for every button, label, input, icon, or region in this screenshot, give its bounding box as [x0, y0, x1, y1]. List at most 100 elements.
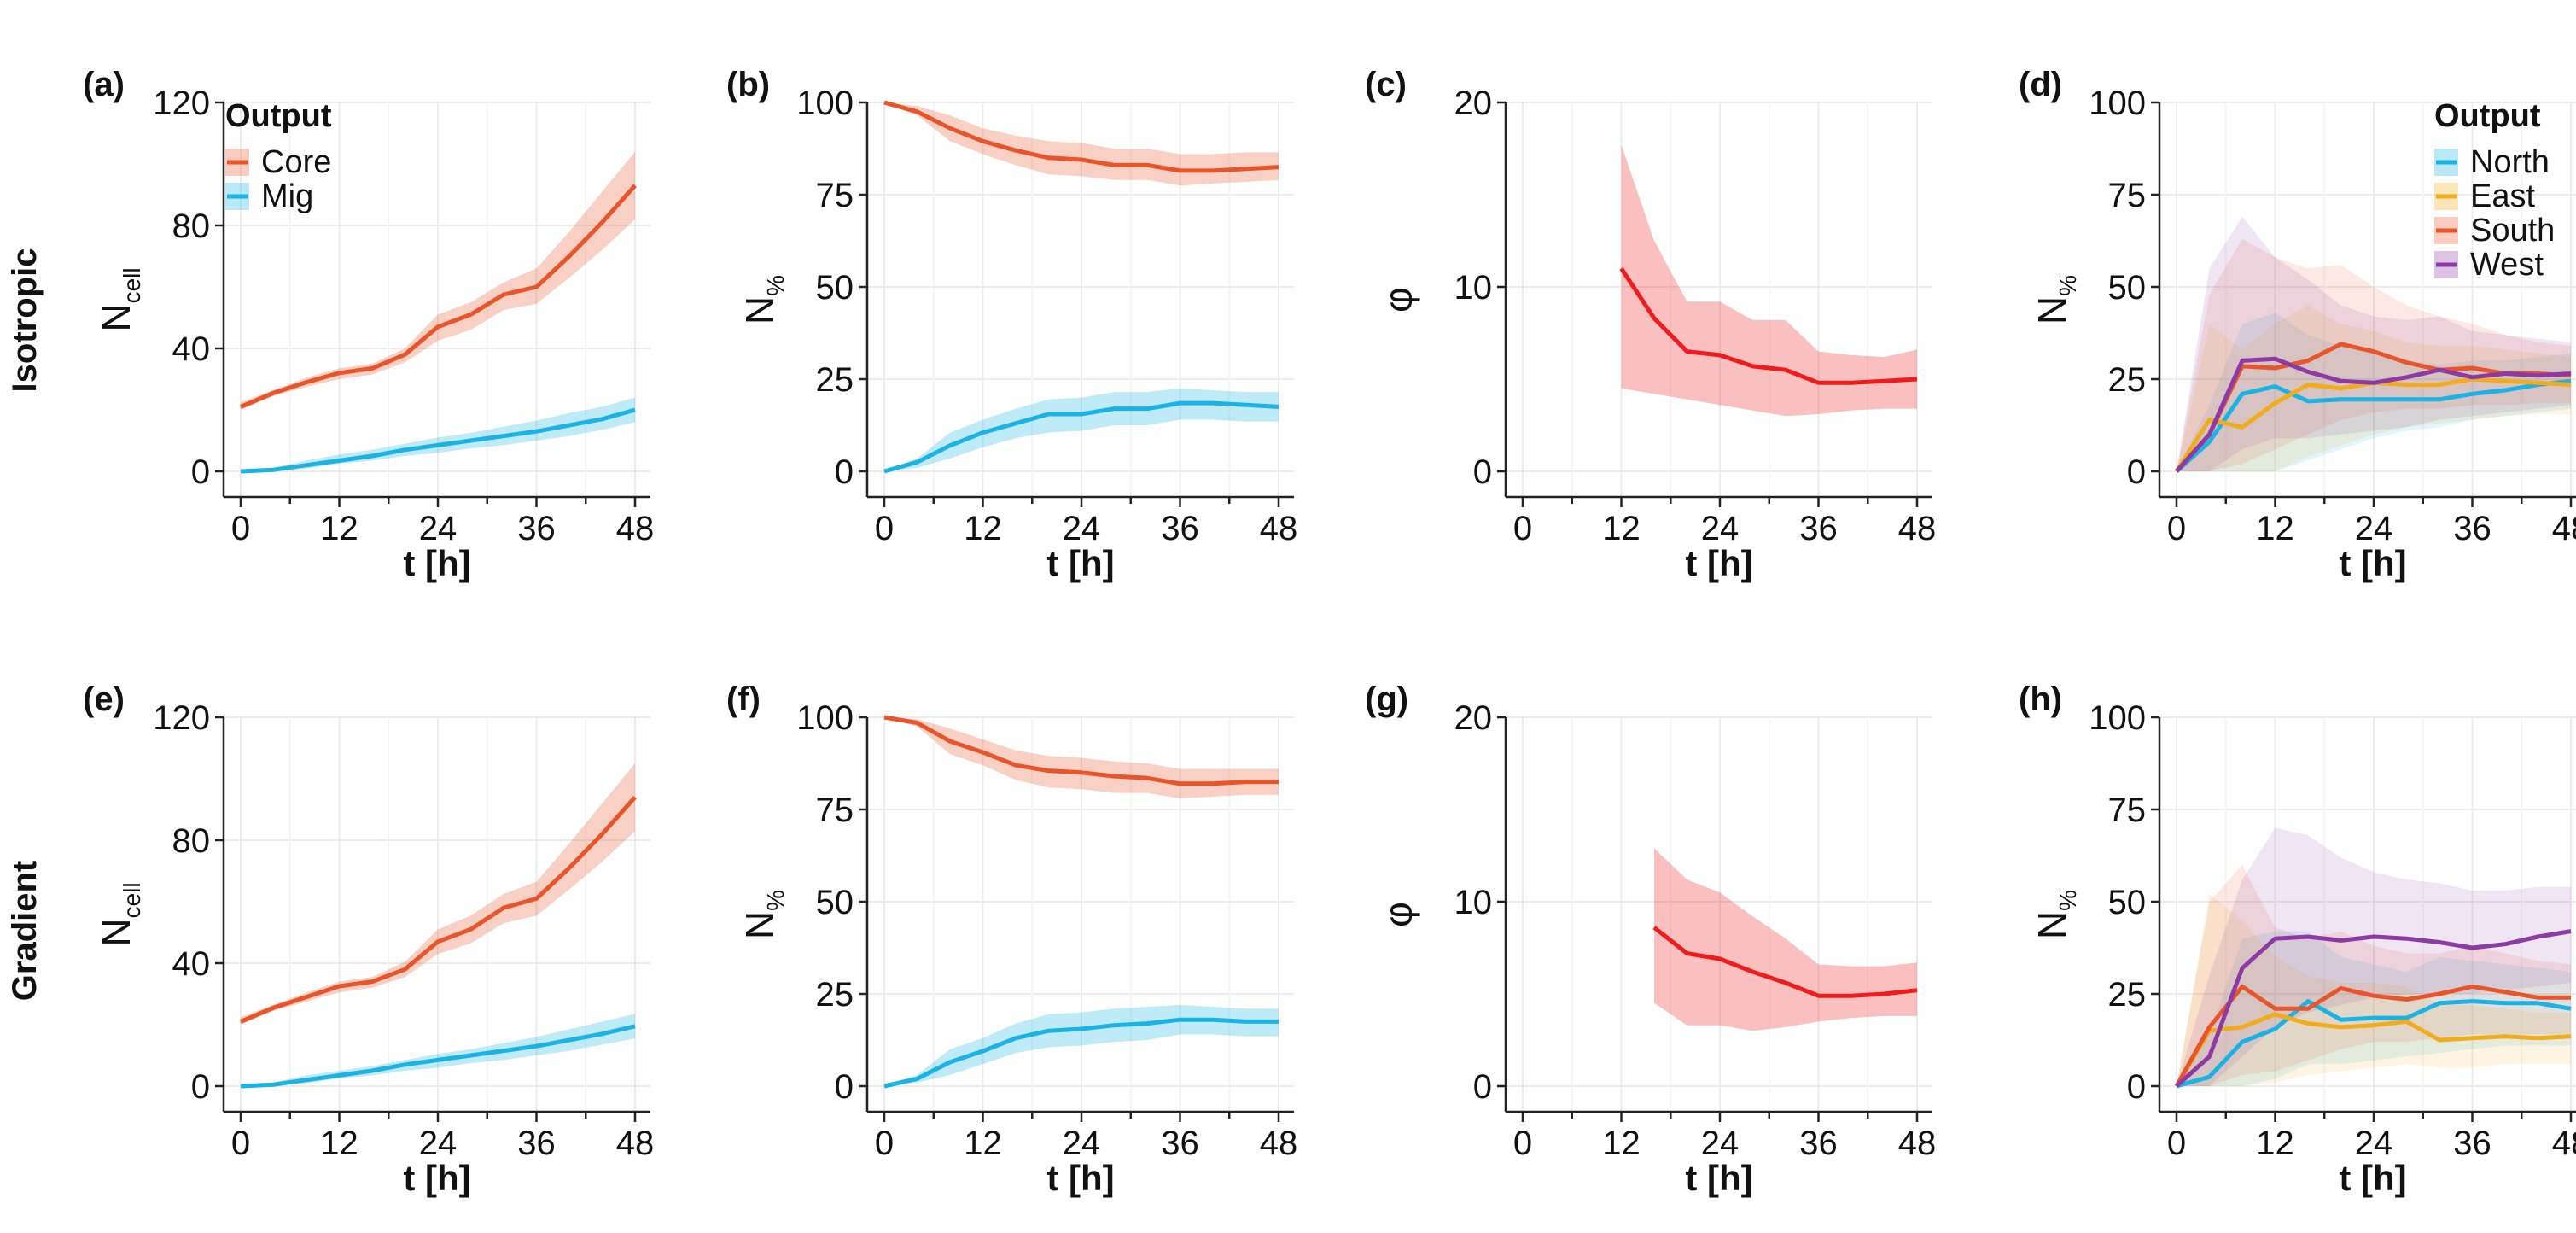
x-tick-label: 48	[1260, 1125, 1298, 1162]
row-label-gradient: Gradient	[6, 861, 44, 1001]
panel-label: (h)	[2019, 681, 2062, 718]
x-tick-label: 48	[616, 510, 655, 547]
chart-panel-e: (e) 0 40 80 120 0 12 24 36 48 t [h] Ncell	[83, 681, 654, 1198]
y-tick-label: 25	[2108, 361, 2147, 399]
series-line-west	[2175, 356, 2572, 473]
y-tick-label: 0	[2127, 1068, 2146, 1106]
ribbon-north	[2177, 313, 2571, 471]
panel-label: (a)	[83, 66, 125, 103]
x-tick-label: 24	[1701, 510, 1740, 547]
y-axis-title: Ncell	[94, 882, 145, 946]
y-tick-label: 80	[172, 207, 211, 245]
panel-label: (f)	[726, 681, 761, 718]
series-line-mig	[240, 1024, 636, 1089]
series-line-core	[240, 795, 637, 1024]
y-tick-label: 0	[1473, 1068, 1492, 1106]
x-tick-label: 36	[517, 510, 556, 547]
y-tick-label: 75	[2108, 792, 2147, 829]
panel-label: (g)	[1365, 681, 1408, 718]
chart-panel-b: (b) 0 25 50 75 100 0 12 24 36 48 t [h] N%	[726, 66, 1297, 583]
x-tick-label: 36	[2453, 510, 2491, 547]
y-axis-title-subscript: cell	[119, 882, 145, 918]
series-line-south	[2174, 984, 2571, 1088]
panel-label: (d)	[2019, 66, 2062, 103]
ribbon-core	[241, 763, 635, 1025]
ribbon-east	[2177, 305, 2571, 471]
ribbon-west	[2177, 216, 2571, 471]
x-tick-label: 48	[1898, 1125, 1937, 1162]
y-axis-title-subscript: %	[2054, 890, 2081, 911]
y-tick-label: 80	[172, 822, 211, 860]
series-line-core	[883, 100, 1279, 173]
x-tick-label: 12	[320, 510, 358, 547]
series-line-core	[883, 715, 1279, 786]
legend-title: Output	[225, 98, 332, 134]
x-tick-label: 36	[1799, 1125, 1838, 1162]
x-tick-label: 48	[2552, 1125, 2576, 1162]
x-tick-label: 0	[2167, 1125, 2186, 1162]
x-tick-label: 36	[1799, 510, 1838, 547]
chart-panel-d: (d) 0 25 50 75 100 0 12 24 36 48 t [h] N% Output North…	[2019, 66, 2576, 583]
y-tick-label: 10	[1454, 269, 1493, 307]
series-line-north	[2175, 378, 2572, 473]
y-tick-label: 25	[816, 976, 854, 1014]
y-tick-label: 40	[172, 330, 211, 368]
legend-entry-south: South	[2470, 213, 2555, 248]
x-tick-label: 24	[1063, 1125, 1101, 1162]
chart-panel-a: (a) 0 40 80 120 0 12 24 36 48 t [h] Ncell Output Core…	[83, 66, 654, 583]
y-tick-label: 100	[2089, 699, 2146, 737]
y-tick-label: 0	[1473, 453, 1492, 491]
ribbon-mig	[884, 388, 1279, 471]
y-tick-label: 25	[816, 361, 854, 399]
panel-label: (e)	[83, 681, 125, 718]
chart-panel-g: (g) 0 10 20 0 12 24 36 48 t [h] φ	[1365, 681, 1936, 1198]
x-axis-title: t [h]	[1046, 543, 1114, 583]
panel-label: (b)	[726, 66, 770, 103]
y-axis-title: φ	[1376, 902, 1420, 927]
series-line-φ	[1619, 267, 1918, 385]
y-tick-label: 40	[172, 945, 211, 983]
x-axis-title: t [h]	[2339, 1158, 2406, 1198]
y-axis-title-subscript: %	[2054, 275, 2081, 296]
chart-panel-f: (f) 0 25 50 75 100 0 12 24 36 48 t [h] N%	[726, 681, 1297, 1198]
y-tick-label: 100	[796, 85, 854, 122]
series-line-φ	[1652, 926, 1918, 998]
ribbon-core	[241, 151, 635, 410]
y-tick-label: 120	[153, 699, 210, 737]
panel-label: (c)	[1365, 66, 1407, 103]
x-tick-label: 0	[1513, 510, 1532, 547]
y-tick-label: 100	[2089, 85, 2146, 122]
series-line-mig	[883, 1017, 1279, 1089]
x-axis-title: t [h]	[403, 1158, 470, 1198]
series-line-mig	[240, 407, 636, 474]
legend-entry-mig: Mig	[261, 178, 313, 214]
x-tick-label: 24	[419, 1125, 458, 1162]
x-tick-label: 12	[2256, 1125, 2294, 1162]
series-line-core	[240, 184, 637, 409]
x-tick-label: 0	[1513, 1125, 1532, 1162]
y-tick-label: 20	[1454, 85, 1493, 122]
ribbon-φ	[1654, 848, 1917, 1031]
y-axis-title-subscript: cell	[119, 267, 145, 303]
y-tick-label: 0	[191, 453, 210, 491]
y-axis-title: Ncell	[94, 267, 145, 331]
x-tick-label: 36	[1161, 510, 1199, 547]
y-tick-label: 75	[816, 792, 854, 829]
series-line-east	[2174, 1012, 2572, 1088]
x-axis-title: t [h]	[403, 543, 470, 583]
ribbon-φ	[1621, 144, 1917, 417]
y-tick-label: 0	[835, 1068, 854, 1106]
y-tick-label: 0	[835, 453, 854, 491]
x-tick-label: 24	[2355, 1125, 2393, 1162]
y-tick-label: 0	[191, 1068, 210, 1106]
ribbon-mig	[884, 1005, 1279, 1086]
y-tick-label: 120	[153, 85, 210, 122]
x-tick-label: 48	[2552, 510, 2576, 547]
x-tick-label: 0	[875, 1125, 894, 1162]
x-axis-title: t [h]	[1685, 543, 1752, 583]
x-tick-label: 0	[875, 510, 894, 547]
x-tick-label: 48	[1898, 510, 1937, 547]
legend-entry-west: West	[2470, 247, 2544, 283]
legend-entry-north: North	[2470, 144, 2550, 180]
